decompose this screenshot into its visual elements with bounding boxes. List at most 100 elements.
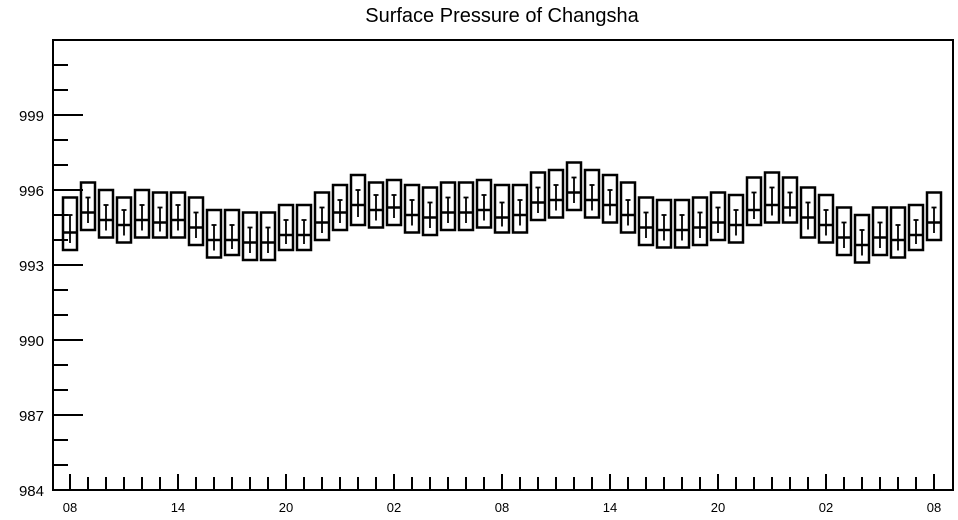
box-rect xyxy=(331,183,349,232)
box-mark xyxy=(223,208,241,257)
box-rect xyxy=(547,168,565,219)
x-tick-label: 14 xyxy=(171,500,185,515)
box-mark xyxy=(421,186,439,237)
box-mark xyxy=(745,176,763,227)
box-mark xyxy=(79,181,97,232)
x-tick-label: 14 xyxy=(603,500,617,515)
box-rect xyxy=(295,203,313,252)
box-mark xyxy=(727,193,745,244)
box-mark xyxy=(133,188,151,239)
y-tick-label: 996 xyxy=(19,183,44,200)
box-rect xyxy=(205,208,223,259)
box-mark xyxy=(547,168,565,219)
box-rect xyxy=(421,186,439,237)
box-rect xyxy=(781,176,799,224)
x-tick-label: 08 xyxy=(927,500,941,515)
box-rect xyxy=(403,183,421,234)
box-rect xyxy=(709,191,727,242)
y-tick-label: 999 xyxy=(19,108,44,125)
box-mark xyxy=(655,198,673,249)
box-rect xyxy=(691,196,709,247)
plot-area-frame xyxy=(52,39,954,491)
x-tick-label: 20 xyxy=(279,500,293,515)
x-tick-label: 08 xyxy=(495,500,509,515)
box-mark xyxy=(691,196,709,247)
box-rect xyxy=(277,203,295,252)
box-rect xyxy=(925,191,943,242)
box-rect xyxy=(583,168,601,219)
box-mark xyxy=(313,191,331,242)
box-mark xyxy=(169,191,187,239)
box-rect xyxy=(385,178,403,227)
box-rect xyxy=(655,198,673,249)
box-mark xyxy=(385,178,403,227)
box-rect xyxy=(187,196,205,247)
box-rect xyxy=(565,161,583,212)
chart-title: Surface Pressure of Changsha xyxy=(365,5,639,27)
box-rect xyxy=(313,191,331,242)
box-mark xyxy=(583,168,601,219)
box-mark xyxy=(709,191,727,242)
box-rect xyxy=(97,188,115,239)
box-mark xyxy=(601,173,619,224)
box-mark xyxy=(61,196,79,252)
box-rect xyxy=(637,196,655,247)
box-rect xyxy=(511,183,529,234)
box-rect xyxy=(475,178,493,229)
box-mark xyxy=(511,183,529,234)
box-rect xyxy=(853,213,871,264)
box-mark xyxy=(349,173,367,227)
box-mark xyxy=(295,203,313,252)
box-mark xyxy=(673,198,691,249)
x-tick-label: 20 xyxy=(711,500,725,515)
x-tick-label: 08 xyxy=(63,500,77,515)
box-mark xyxy=(853,213,871,264)
box-mark xyxy=(637,196,655,247)
box-mark xyxy=(907,203,925,252)
box-rect xyxy=(745,176,763,227)
box-mark xyxy=(925,191,943,242)
y-tick-label: 987 xyxy=(19,408,44,425)
box-mark xyxy=(619,181,637,234)
box-mark xyxy=(799,186,817,239)
box-rect xyxy=(61,196,79,252)
box-rect xyxy=(619,181,637,234)
y-tick-label: 993 xyxy=(19,258,44,275)
box-mark xyxy=(277,203,295,252)
box-rect xyxy=(133,188,151,239)
box-mark xyxy=(529,171,547,222)
box-rect xyxy=(799,186,817,239)
box-mark xyxy=(565,161,583,212)
box-mark xyxy=(817,193,835,244)
box-mark xyxy=(259,211,277,262)
box-rect xyxy=(529,171,547,222)
x-tick-label: 02 xyxy=(387,500,401,515)
box-rect xyxy=(115,196,133,244)
box-mark xyxy=(367,181,385,229)
box-mark xyxy=(475,178,493,229)
box-rect xyxy=(763,171,781,224)
box-mark xyxy=(493,183,511,234)
box-mark xyxy=(763,171,781,224)
box-mark xyxy=(835,206,853,257)
box-rect xyxy=(493,183,511,234)
box-mark xyxy=(97,188,115,239)
box-rect xyxy=(367,181,385,229)
box-mark xyxy=(781,176,799,224)
y-axis: 984 987 990 993 996 999 xyxy=(19,39,83,500)
box-mark xyxy=(115,196,133,244)
box-rect xyxy=(349,173,367,227)
box-rect xyxy=(241,211,259,262)
box-mark xyxy=(331,183,349,232)
box-rect xyxy=(817,193,835,244)
box-mark xyxy=(871,206,889,257)
box-rect xyxy=(673,198,691,249)
box-rect xyxy=(151,191,169,239)
box-series xyxy=(61,161,943,264)
box-rect xyxy=(223,208,241,257)
box-mark xyxy=(439,181,457,232)
box-mark xyxy=(403,183,421,234)
x-tick-label: 02 xyxy=(819,500,833,515)
box-rect xyxy=(439,181,457,232)
